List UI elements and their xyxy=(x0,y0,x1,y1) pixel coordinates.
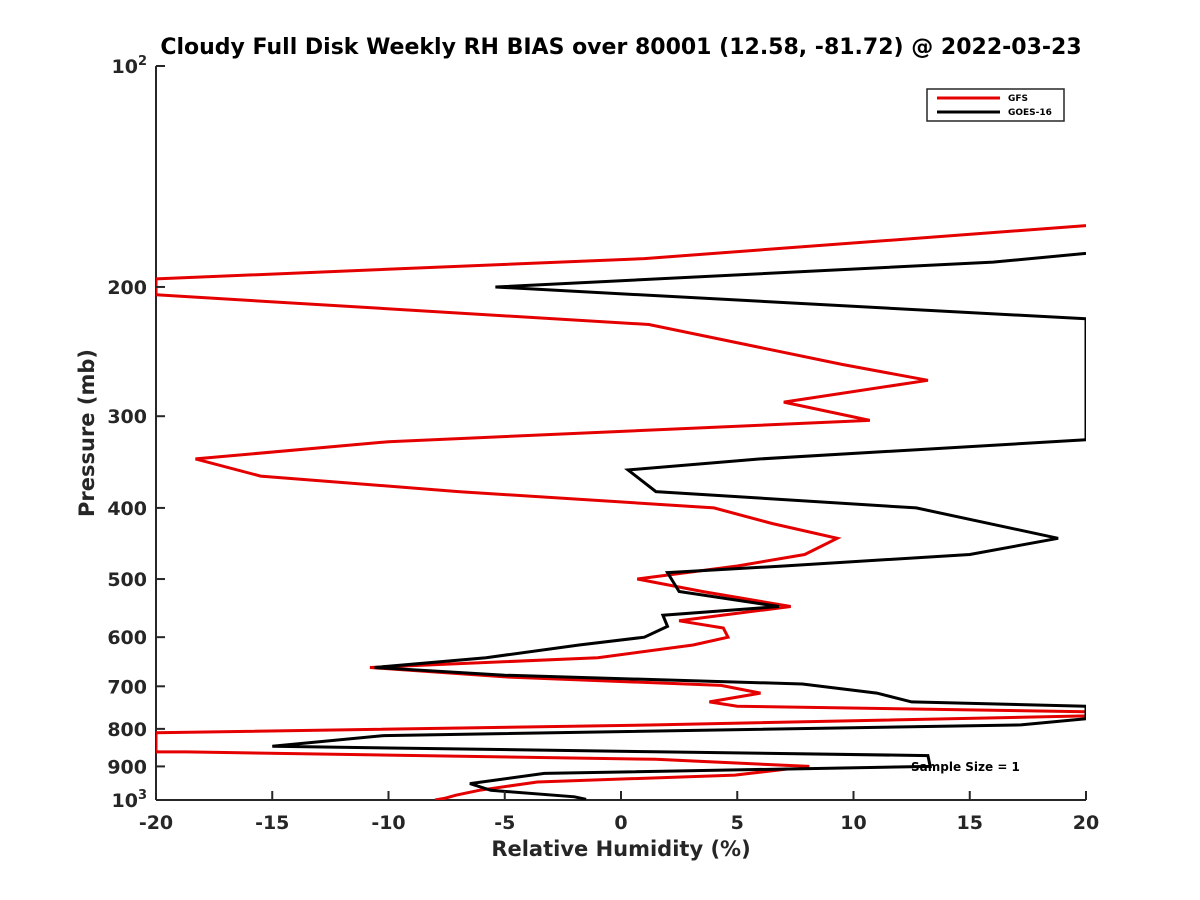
y-tick-label: 500 xyxy=(107,569,147,591)
y-axis-label: Pressure (mb) xyxy=(75,349,99,517)
y-tick-label: 200 xyxy=(107,277,147,299)
chart-title: Cloudy Full Disk Weekly RH BIAS over 800… xyxy=(160,35,1081,60)
y-tick-base: 10 xyxy=(112,790,138,812)
y-tick-label: 600 xyxy=(107,627,147,649)
ticks-layer: -20 -15 -10 -5 0 5 10 15 20102200300400500600700… xyxy=(107,54,1099,834)
axes xyxy=(155,66,1086,801)
y-tick-base: 10 xyxy=(112,56,138,78)
series-line-goes-16 xyxy=(272,251,1086,800)
x-tick-label: -15 xyxy=(255,812,289,834)
x-tick-label: -5 xyxy=(494,812,515,834)
series-line-gfs xyxy=(156,224,1086,800)
legend-label: GFS xyxy=(1008,94,1028,104)
y-tick-exponent: 3 xyxy=(138,788,147,803)
x-tick-label: -20 xyxy=(139,812,173,834)
x-tick-label: 20 xyxy=(1073,812,1099,834)
y-tick-label: 700 xyxy=(107,676,147,698)
y-tick-label: 300 xyxy=(107,406,147,428)
legend-box xyxy=(926,88,1065,122)
y-tick-exponent: 2 xyxy=(138,54,147,69)
x-tick-label: -10 xyxy=(371,812,405,834)
y-tick-label: 900 xyxy=(107,756,147,778)
legend: GFS GOES-16 xyxy=(926,88,1065,122)
sample-size-annotation: Sample Size = 1 xyxy=(911,760,1020,774)
x-tick-label: 5 xyxy=(731,812,744,834)
y-tick-label: 800 xyxy=(107,719,147,741)
x-axis-label: Relative Humidity (%) xyxy=(491,837,750,861)
y-tick-label: 103 xyxy=(112,788,148,812)
series-layer xyxy=(156,224,1086,800)
y-tick-label: 102 xyxy=(112,54,148,78)
legend-label: GOES-16 xyxy=(1008,108,1052,118)
x-tick-label: 15 xyxy=(957,812,983,834)
x-tick-label: 10 xyxy=(840,812,866,834)
x-tick-label: 0 xyxy=(614,812,627,834)
y-tick-label: 400 xyxy=(107,498,147,520)
